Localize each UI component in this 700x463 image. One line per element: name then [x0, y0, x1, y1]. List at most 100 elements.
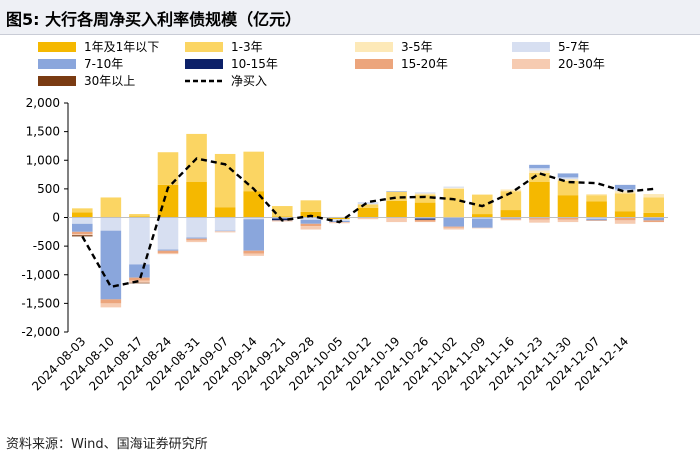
bar-2024-12-14-s4: [614, 189, 636, 192]
bar-2024-09-21-s5: [272, 217, 293, 219]
bar-2024-08-31-s4: [186, 217, 207, 238]
bar-2024-12-21-s7: [643, 220, 664, 223]
bar-2024-11-23-s3: [529, 170, 550, 173]
bar-2024-08-17-s7: [129, 277, 150, 281]
bar-2024-11-16-s8: [500, 219, 522, 221]
bar-2024-11-09-s1: [472, 214, 493, 218]
bar-2024-12-07-s2: [586, 195, 607, 202]
bar-2024-08-24-s8: [157, 252, 179, 255]
title-bar: 图5: 大行各周净买入利率债规模（亿元）: [0, 0, 700, 35]
y-tick-label: 0: [52, 211, 60, 225]
bar-2024-11-02-s4: [443, 186, 464, 188]
bar-2024-12-14-s3: [614, 191, 636, 194]
legend-label-1: 1年及1年以下: [84, 40, 159, 54]
legend-swatch-9: [38, 76, 76, 86]
legend-label-9: 30年以上: [84, 74, 135, 88]
bar-2024-08-31-s5: [186, 237, 207, 239]
bar-2024-08-24-s5: [157, 249, 179, 251]
bar-2024-11-30-s1: [557, 195, 579, 218]
bar-2024-11-23-s8: [529, 219, 550, 223]
bar-2024-12-21-s5: [643, 217, 664, 221]
bar-2024-08-10-s8: [100, 303, 122, 308]
bar-2024-08-24-s1: [157, 184, 179, 218]
legend-swatch-3: [355, 42, 393, 52]
legend-swatch-7: [355, 59, 393, 69]
legend-swatch-6: [185, 59, 223, 69]
legend-swatch-8: [512, 59, 550, 69]
bar-2024-09-14-s2: [243, 151, 264, 192]
y-tick-label: -500: [33, 239, 60, 253]
bar-2024-09-28-s2: [300, 200, 322, 212]
bar-2024-10-19-s2: [386, 191, 407, 201]
bar-2024-11-16-s2: [500, 191, 522, 211]
bar-2024-08-03-s9: [72, 235, 93, 237]
bar-2024-10-05-s1: [329, 217, 350, 220]
bar-2024-08-24-s2: [157, 152, 179, 185]
bar-2024-10-12-s4: [357, 202, 379, 205]
bar-2024-08-03-s5: [72, 223, 93, 232]
bar-2024-09-14-s1: [243, 191, 264, 218]
bar-2024-08-17-s9: [129, 282, 150, 284]
bar-2024-08-31-s7: [186, 238, 207, 241]
legend: 1年及1年以下 1-3年 3-5年 5-7年 7-10年 10-15年 15-20年 20-3…: [38, 40, 605, 88]
bar-2024-08-31-s1: [186, 182, 207, 218]
bar-2024-09-07-s2: [214, 153, 236, 208]
bar-2024-12-14-s7: [614, 217, 636, 221]
bar-2024-10-12-s8: [357, 217, 379, 220]
bar-2024-08-24-s4: [157, 217, 179, 250]
bar-2024-09-28-s4: [300, 217, 322, 220]
bar-2024-10-26-s5: [414, 217, 436, 219]
bar-2024-09-07-s8: [214, 231, 236, 233]
bar-2024-11-16-s3: [500, 189, 522, 192]
bar-2024-11-30-s3: [557, 179, 579, 181]
y-tick-label: 2,000: [26, 96, 60, 110]
bar-2024-09-14-s5: [243, 219, 264, 251]
bar-2024-08-17-s1: [129, 216, 150, 218]
bar-2024-11-30-s7: [557, 217, 579, 220]
bar-2024-11-09-s8: [472, 227, 493, 229]
bar-2024-11-09-s2: [472, 194, 493, 215]
bar-2024-08-10-s7: [100, 299, 122, 304]
bar-2024-11-02-s2: [443, 188, 464, 218]
legend-label-5: 7-10年: [84, 57, 123, 71]
bar-2024-09-21-s1: [272, 216, 293, 218]
bar-2024-12-07-s1: [586, 201, 607, 218]
bar-2024-12-07-s5: [586, 218, 607, 221]
figure-title: 图5: 大行各周净买入利率债规模（亿元）: [6, 10, 302, 29]
bar-2024-11-16-s5: [500, 217, 522, 219]
y-tick-label: 500: [37, 182, 60, 196]
bar-2024-10-19-s1: [386, 200, 407, 218]
y-tick-label: -1,500: [21, 296, 60, 310]
bar-2024-10-05-s4: [329, 219, 350, 221]
legend-label-8: 20-30年: [558, 57, 605, 71]
bar-2024-08-17-s2: [129, 214, 150, 217]
bar-2024-10-26-s1: [414, 202, 436, 218]
legend-label-7: 15-20年: [401, 57, 448, 71]
legend-label-6: 10-15年: [231, 57, 278, 71]
y-tick-label: 1,000: [26, 153, 60, 167]
bar-2024-11-16-s7: [500, 218, 522, 220]
chart: 1年及1年以下 1-3年 3-5年 5-7年 7-10年 10-15年 15-20年 20-3…: [21, 40, 668, 393]
bar-2024-11-23-s7: [529, 218, 550, 220]
legend-swatch-1: [38, 42, 76, 52]
legend-label-10: 净买入: [231, 74, 267, 88]
y-tick-label: -1,000: [21, 268, 60, 282]
bar-2024-12-07-s7: [586, 220, 607, 221]
source-note: 资料来源：Wind、国海证券研究所: [6, 437, 208, 452]
bar-2024-11-23-s1: [529, 182, 550, 218]
bar-2024-11-30-s5: [557, 173, 579, 178]
bar-2024-12-14-s1: [614, 211, 636, 218]
bar-2024-08-03-s4: [72, 217, 93, 224]
bar-2024-11-30-s2: [557, 180, 579, 196]
legend-swatch-2: [185, 42, 223, 52]
legend-swatch-5: [38, 59, 76, 69]
bar-2024-08-10-s4: [100, 217, 122, 231]
bar-2024-10-26-s7: [414, 219, 436, 222]
bar-2024-11-02-s8: [443, 227, 464, 230]
bar-2024-10-26-s8: [414, 221, 436, 223]
bar-2024-08-17-s4: [129, 217, 150, 265]
bar-2024-09-28-s8: [300, 226, 322, 230]
bar-2024-11-09-s5: [472, 218, 493, 228]
y-tick-label: -2,000: [21, 325, 60, 339]
bar-2024-09-07-s1: [214, 207, 236, 218]
